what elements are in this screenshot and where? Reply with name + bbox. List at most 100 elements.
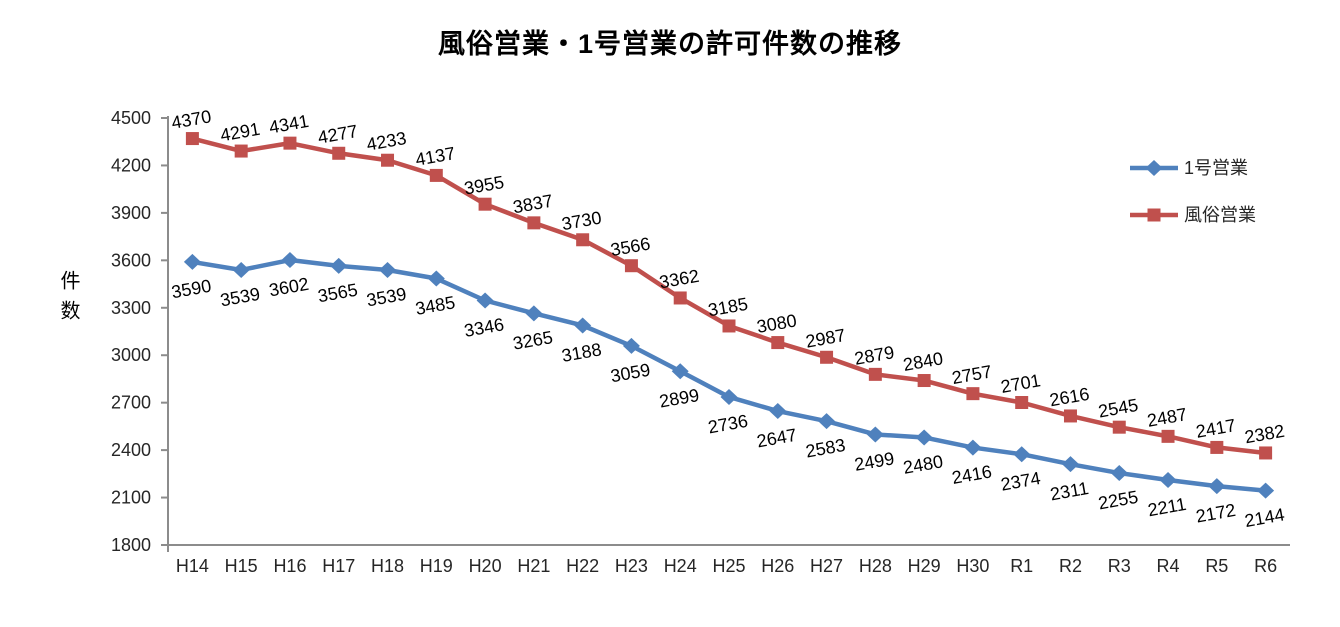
x-tick-label: H29 [908, 556, 941, 576]
data-point-marker [576, 233, 590, 247]
data-point-marker [1110, 465, 1128, 482]
x-tick-label: H24 [664, 556, 697, 576]
data-label: 3566 [609, 233, 652, 260]
data-point-marker [234, 144, 248, 158]
data-point-marker [622, 337, 640, 354]
data-point-marker [771, 336, 785, 350]
data-label: 3539 [219, 284, 262, 311]
x-tick-label: R4 [1157, 556, 1180, 576]
data-label: 3346 [463, 314, 506, 341]
data-label: 3080 [755, 310, 798, 337]
data-label: 2583 [804, 435, 847, 462]
data-point-marker [1257, 482, 1275, 499]
data-label: 3362 [658, 266, 701, 293]
data-point-marker [574, 317, 592, 334]
data-point-marker [478, 197, 492, 211]
data-point-marker [820, 350, 834, 364]
data-label: 4291 [219, 119, 262, 146]
data-label: 2487 [1146, 404, 1189, 431]
y-tick-label: 3600 [111, 250, 151, 270]
data-label: 2840 [902, 348, 945, 375]
data-point-marker [624, 259, 638, 273]
data-point-marker [769, 403, 787, 420]
data-label: 2647 [755, 425, 798, 452]
data-label: 4137 [414, 143, 457, 170]
data-point-marker [429, 168, 443, 182]
data-point-marker [381, 153, 395, 167]
x-tick-label: H27 [810, 556, 843, 576]
x-tick-label: R1 [1010, 556, 1033, 576]
data-label: 2545 [1097, 395, 1140, 422]
data-label: 2374 [999, 468, 1042, 495]
x-tick-label: H23 [615, 556, 648, 576]
x-tick-label: H19 [420, 556, 453, 576]
data-point-marker [1208, 478, 1226, 495]
x-tick-label: R3 [1108, 556, 1131, 576]
data-label: 4341 [267, 111, 310, 138]
data-label: 2211 [1146, 494, 1188, 520]
data-label: 4277 [316, 121, 359, 148]
x-tick-label: H15 [225, 556, 258, 576]
data-point-marker [332, 146, 346, 160]
data-point-marker [1013, 446, 1031, 463]
x-tick-label: H22 [566, 556, 599, 576]
legend-swatch-marker [1145, 160, 1163, 176]
data-point-marker [818, 413, 836, 430]
data-point-marker [1259, 446, 1273, 460]
data-point-marker [1210, 440, 1224, 454]
data-label: 2144 [1243, 504, 1286, 531]
data-point-marker [330, 257, 348, 274]
data-point-marker [476, 292, 494, 309]
data-label: 3059 [609, 360, 652, 387]
data-label: 2172 [1194, 500, 1237, 527]
data-label: 2480 [902, 451, 945, 478]
data-label: 3590 [170, 276, 213, 303]
data-point-marker [1159, 472, 1177, 489]
x-tick-label: H16 [273, 556, 306, 576]
data-label: 2701 [999, 370, 1042, 397]
data-point-marker [1063, 409, 1077, 423]
data-label: 3188 [560, 339, 603, 366]
data-label: 2255 [1097, 487, 1140, 514]
data-label: 2382 [1243, 421, 1286, 448]
y-tick-label: 4500 [111, 108, 151, 128]
data-label: 2311 [1049, 478, 1091, 504]
x-tick-label: R2 [1059, 556, 1082, 576]
data-point-marker [183, 253, 201, 270]
legend-label: 1号営業 [1184, 158, 1248, 178]
data-label: 2499 [853, 448, 896, 475]
data-point-marker [722, 319, 736, 333]
data-point-marker [720, 388, 738, 405]
data-point-marker [1112, 420, 1126, 434]
data-label: 3602 [267, 274, 310, 301]
data-point-marker [379, 261, 397, 278]
data-label: 2736 [707, 411, 750, 438]
data-point-marker [281, 252, 299, 269]
x-tick-label: H25 [712, 556, 745, 576]
data-point-marker [1161, 429, 1175, 443]
data-point-marker [915, 429, 933, 446]
x-tick-label: H14 [176, 556, 209, 576]
data-label: 2757 [950, 361, 993, 388]
y-tick-label: 3900 [111, 203, 151, 223]
y-tick-label: 1800 [111, 535, 151, 555]
x-tick-label: H26 [761, 556, 794, 576]
data-label: 4233 [365, 128, 408, 155]
data-label: 2416 [950, 461, 993, 488]
x-tick-label: H17 [322, 556, 355, 576]
data-point-marker [671, 363, 689, 380]
y-tick-label: 2100 [111, 488, 151, 508]
data-point-marker [964, 439, 982, 456]
data-point-marker [673, 291, 687, 305]
data-label: 2616 [1048, 384, 1091, 411]
data-label: 3265 [511, 327, 554, 354]
data-point-marker [527, 216, 541, 230]
legend-swatch-marker [1147, 208, 1161, 222]
data-label: 2879 [853, 342, 896, 369]
data-label: 3837 [511, 191, 554, 218]
data-label: 2899 [658, 385, 701, 412]
data-label: 3539 [365, 284, 408, 311]
data-point-marker [868, 367, 882, 381]
